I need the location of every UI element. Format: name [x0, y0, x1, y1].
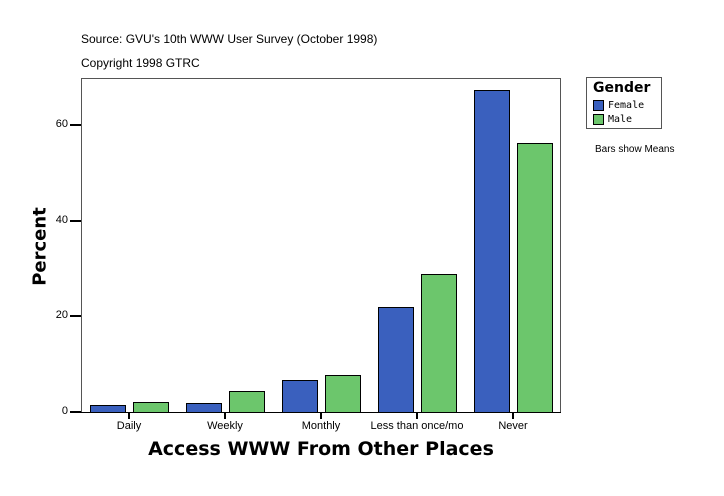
- x-tick-label: Weekly: [207, 420, 243, 432]
- x-tick-label: Never: [498, 420, 528, 432]
- bar-female: [90, 405, 126, 413]
- legend-item-female: Female: [593, 99, 644, 111]
- legend-swatch-female: [593, 99, 604, 111]
- legend-label: Male: [608, 113, 633, 125]
- bar-female: [474, 90, 510, 413]
- bar-male: [133, 402, 169, 413]
- bar-male: [421, 274, 457, 413]
- bars-note: Bars show Means: [595, 144, 675, 155]
- x-tick-label: Monthly: [301, 420, 341, 432]
- x-tick: [224, 412, 226, 419]
- legend-title: Gender: [593, 80, 651, 96]
- y-tick-label: 40: [55, 213, 68, 226]
- y-tick-label: 0: [61, 405, 68, 417]
- plot-area: [81, 78, 561, 412]
- y-tick-label: 20: [55, 309, 68, 322]
- x-tick: [416, 412, 418, 419]
- x-tick-label: Less than once/mo: [370, 420, 464, 432]
- y-axis-title: Percent: [29, 207, 51, 286]
- source-caption: Source: GVU's 10th WWW User Survey (Octo…: [81, 32, 378, 46]
- x-tick-label: Daily: [116, 420, 142, 432]
- legend: Gender Female Male: [586, 77, 662, 129]
- y-tick: [70, 315, 81, 318]
- x-tick: [512, 412, 514, 419]
- copyright-caption: Copyright 1998 GTRC: [81, 56, 200, 70]
- y-tick: [70, 411, 81, 413]
- legend-swatch-male: [593, 113, 604, 125]
- bar-male: [517, 143, 553, 413]
- legend-item-male: Male: [593, 113, 632, 125]
- y-tick-label: 60: [55, 118, 68, 130]
- y-tick: [70, 124, 81, 126]
- legend-label: Female: [608, 99, 645, 111]
- bar-female: [282, 380, 318, 413]
- y-tick: [70, 219, 81, 222]
- bar-female: [186, 403, 222, 413]
- x-tick: [320, 412, 322, 419]
- bar-female: [378, 307, 414, 413]
- bar-male: [325, 375, 361, 413]
- x-axis-title: Access WWW From Other Places: [148, 438, 494, 460]
- bar-male: [229, 391, 265, 413]
- x-tick: [128, 412, 130, 419]
